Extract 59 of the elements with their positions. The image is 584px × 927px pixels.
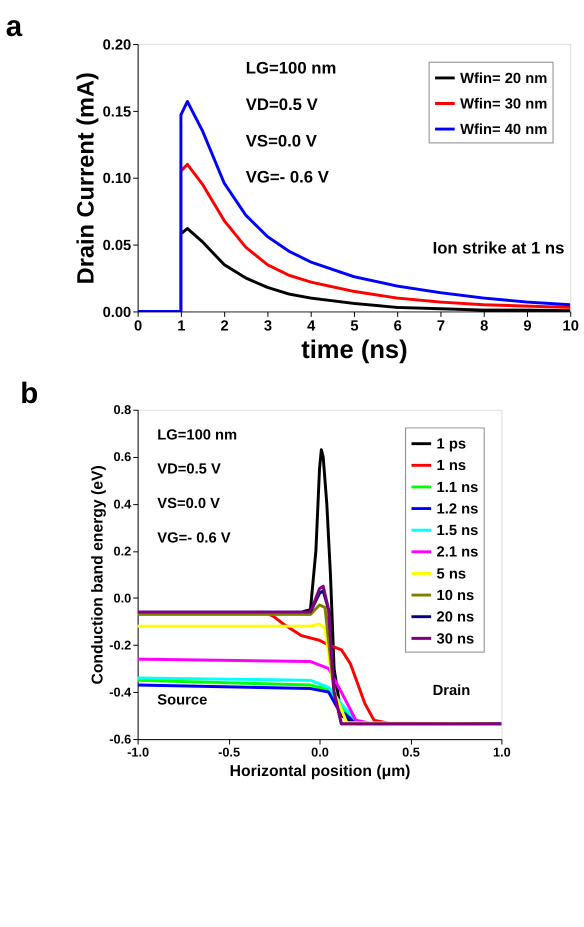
legend-label: 1 ps (436, 436, 466, 453)
y-tick-label: 0.10 (102, 171, 132, 188)
x-axis-title: Horizontal position (μm) (230, 762, 410, 780)
legend-label: 2.1 ns (436, 544, 478, 561)
annotation: Ion strike at 1 ns (432, 238, 564, 258)
chart-title: b (20, 376, 38, 410)
x-tick-label: -1.0 (127, 744, 150, 760)
legend-label: 1.1 ns (436, 480, 478, 496)
legend-label: 1.2 ns (436, 501, 478, 518)
annotation: VS=0.0 V (157, 496, 220, 512)
y-tick-label: 0.05 (102, 238, 132, 254)
y-tick-label: 0.20 (102, 37, 132, 54)
annotation: VG=- 0.6 V (157, 530, 231, 546)
annotation: VS=0.0 V (246, 131, 318, 150)
legend-label: 1 ns (436, 458, 466, 474)
y-tick-label: 0.8 (114, 402, 132, 418)
y-tick-label: 0.2 (114, 543, 132, 558)
x-tick-label: 9 (523, 318, 532, 335)
legend-label: 10 ns (436, 588, 474, 604)
legend-label: 20 ns (436, 610, 474, 626)
x-tick-label: 0 (134, 318, 142, 335)
y-tick-label: 0.6 (114, 449, 132, 464)
x-tick-label: 1 (177, 318, 186, 335)
annotation: Drain (432, 682, 470, 699)
y-tick-label: 0.0 (114, 590, 132, 606)
annotation: LG=100 nm (157, 427, 238, 444)
legend-label: Wfin= 40 nm (460, 122, 548, 138)
chart-title: a (6, 10, 23, 44)
x-tick-label: 5 (350, 318, 359, 335)
annotation: VD=0.5 V (246, 94, 319, 114)
annotation: VG=- 0.6 V (246, 168, 330, 187)
x-tick-label: 0.0 (311, 744, 329, 760)
annotation: VD=0.5 V (157, 462, 221, 478)
x-axis-title: time (ns) (301, 336, 408, 364)
legend-label: 30 ns (436, 631, 474, 648)
x-tick-label: 1.0 (493, 744, 511, 760)
annotation: LG=100 nm (246, 58, 336, 78)
x-tick-label: 8 (480, 318, 488, 335)
annotation: Source (157, 692, 208, 709)
x-tick-label: 7 (436, 318, 446, 335)
y-tick-label: -0.4 (109, 684, 132, 700)
legend-label: Wfin= 30 nm (460, 96, 548, 112)
x-tick-label: -0.5 (218, 744, 240, 760)
legend-label: 5 ns (436, 566, 466, 582)
x-tick-label: 0.5 (402, 744, 420, 760)
y-tick-label: -0.2 (109, 637, 132, 652)
y-tick-label: 0.00 (102, 304, 132, 321)
y-tick-label: -0.6 (109, 732, 132, 747)
legend-label: 1.5 ns (436, 523, 478, 540)
x-tick-label: 6 (394, 318, 402, 335)
x-tick-label: 4 (307, 318, 316, 335)
y-tick-label: 0.15 (102, 104, 132, 120)
legend-label: Wfin= 20 nm (460, 70, 548, 87)
x-tick-label: 2 (220, 318, 229, 335)
y-tick-label: 0.4 (114, 496, 132, 512)
x-tick-label: 3 (264, 318, 272, 335)
y-axis-title: Conduction band energy (eV) (89, 465, 106, 685)
y-axis-title: Drain Current (mA) (72, 72, 99, 284)
x-tick-label: 10 (562, 318, 579, 335)
